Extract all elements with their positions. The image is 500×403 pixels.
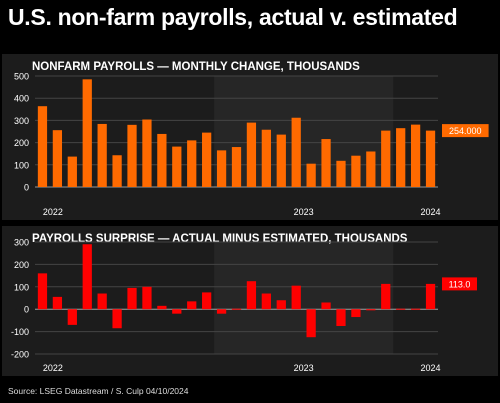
y-tick-label: 200: [14, 260, 29, 270]
year-band-2023: [214, 242, 394, 354]
bar: [142, 119, 152, 187]
y-tick-label: 100: [14, 282, 29, 292]
bar: [291, 285, 301, 310]
bar: [291, 117, 301, 187]
bar: [246, 281, 257, 310]
bar: [366, 151, 376, 187]
bar: [261, 293, 271, 310]
y-tick-label: 300: [14, 116, 29, 126]
surprise-chart: PAYROLLS SURPRISE — ACTUAL MINUS ESTIMAT…: [2, 226, 498, 376]
y-tick-label: 200: [14, 138, 29, 148]
bar: [37, 106, 48, 187]
bar: [231, 308, 242, 310]
bar: [97, 123, 107, 187]
bar: [351, 155, 361, 187]
bar: [157, 133, 167, 187]
x-year-label: 2022: [43, 207, 63, 217]
bar: [410, 308, 421, 310]
bar: [157, 305, 167, 310]
bar: [112, 309, 122, 329]
y-tick-label: -100: [11, 327, 29, 337]
chart-title: NONFARM PAYROLLS — MONTHLY CHANGE, THOUS…: [32, 61, 360, 73]
x-year-label: 2024: [421, 207, 441, 217]
bar: [366, 309, 376, 311]
bar: [127, 287, 137, 310]
bar: [97, 293, 107, 310]
y-tick-label: 100: [14, 160, 29, 170]
bar: [52, 130, 63, 187]
bar: [112, 155, 122, 187]
bar: [410, 124, 421, 187]
bar: [67, 309, 77, 325]
bar: [351, 309, 361, 318]
bar: [187, 301, 197, 310]
x-year-label: 2023: [294, 207, 314, 217]
bar: [276, 134, 286, 187]
x-year-label: 2023: [294, 363, 314, 373]
surprise-chart-panel: PAYROLLS SURPRISE — ACTUAL MINUS ESTIMAT…: [2, 226, 498, 376]
payrolls-chart-panel: NONFARM PAYROLLS — MONTHLY CHANGE, THOUS…: [2, 54, 498, 220]
y-tick-label: -200: [11, 350, 29, 360]
bar: [187, 140, 197, 187]
bar: [306, 309, 316, 338]
x-year-label: 2022: [43, 363, 63, 373]
bar: [396, 128, 406, 187]
bar: [261, 129, 271, 187]
last-value-label: 113.0: [449, 279, 471, 289]
x-year-label: 2024: [421, 363, 441, 373]
bar: [425, 283, 436, 310]
bar: [231, 147, 242, 187]
y-tick-label: 400: [14, 94, 29, 104]
bar: [202, 132, 212, 187]
bar: [321, 302, 331, 310]
y-tick-label: 500: [14, 72, 29, 82]
y-tick-label: 0: [24, 305, 29, 315]
bar: [246, 122, 257, 187]
bar: [336, 160, 346, 187]
bar: [82, 244, 92, 310]
bar: [37, 273, 48, 310]
payrolls-chart: NONFARM PAYROLLS — MONTHLY CHANGE, THOUS…: [2, 54, 498, 220]
bar: [396, 308, 406, 310]
bar: [52, 296, 63, 310]
bar: [172, 146, 182, 187]
bar: [82, 79, 92, 187]
last-value-label: 254.000: [449, 126, 482, 136]
bar: [172, 309, 182, 314]
last-value-box: [442, 124, 489, 138]
bar: [127, 124, 137, 187]
y-tick-label: 0: [24, 183, 29, 193]
bar: [216, 150, 227, 187]
chart-title: PAYROLLS SURPRISE — ACTUAL MINUS ESTIMAT…: [32, 233, 408, 245]
bar: [381, 130, 391, 187]
y-tick-label: 300: [14, 238, 29, 248]
bar: [321, 139, 331, 187]
last-value-box: [442, 277, 477, 291]
bar: [276, 300, 286, 310]
bar: [142, 286, 152, 310]
bar: [425, 130, 436, 187]
bar: [381, 283, 391, 310]
bar: [336, 309, 346, 326]
bar: [216, 309, 227, 314]
bar: [67, 156, 77, 187]
source-note: Source: LSEG Datastream / S. Culp 04/10/…: [8, 386, 189, 396]
bar: [306, 163, 316, 187]
bar: [202, 292, 212, 310]
page-title: U.S. non-farm payrolls, actual v. estima…: [8, 4, 458, 30]
year-band-2023: [214, 76, 394, 187]
